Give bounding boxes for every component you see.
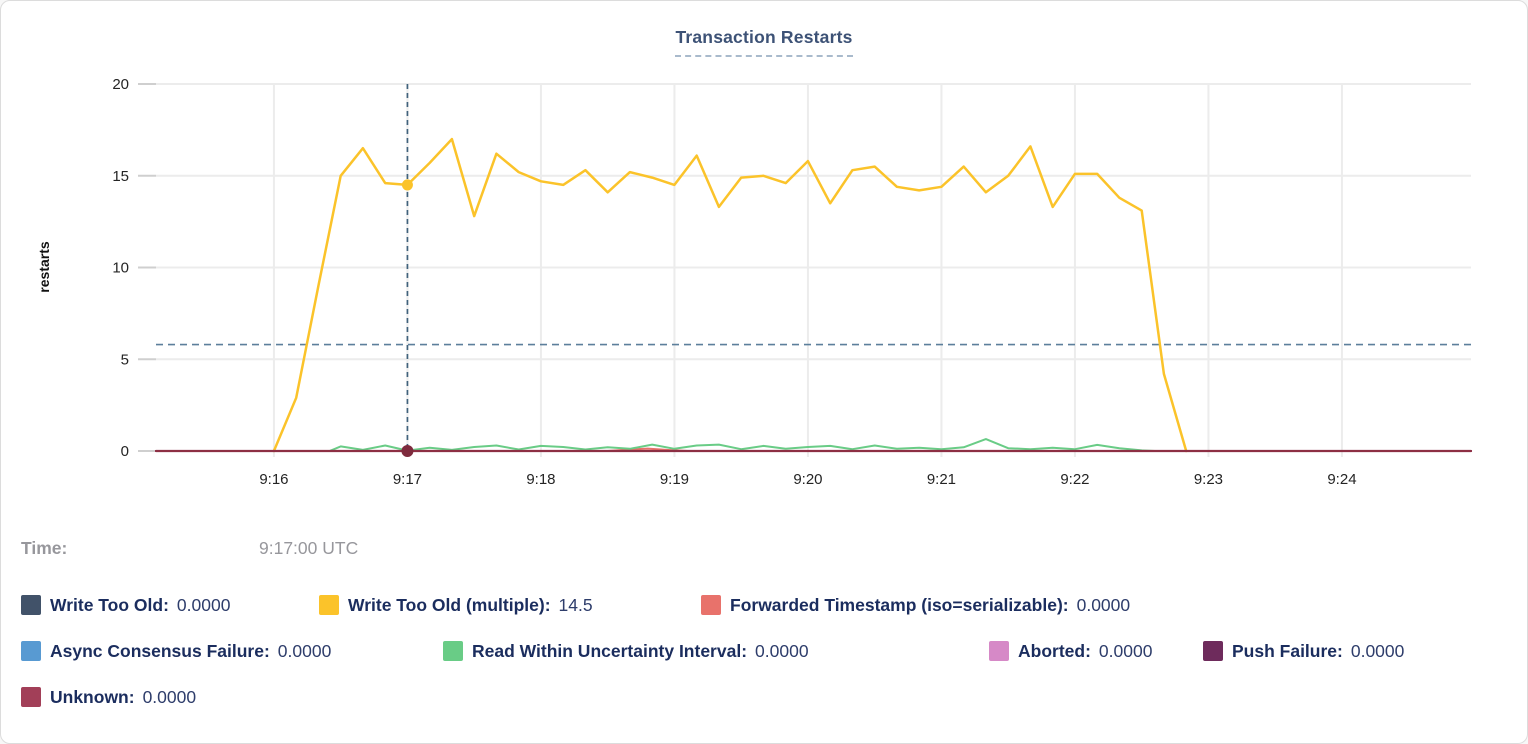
legend-item-forwarded-timestamp-iso-serializable-: Forwarded Timestamp (iso=serializable): 0… [701,595,1130,616]
tooltip-time-row: Time: 9:17:00 UTC [21,538,1501,559]
x-tick-label: 9:22 [1060,471,1089,488]
chart-header: Transaction Restarts [1,27,1527,57]
legend-swatch [701,595,721,615]
legend-label: Push Failure: [1232,640,1343,661]
legend-value: 0.0000 [176,594,231,615]
x-tick-label: 9:16 [259,471,288,488]
legend-label: Forwarded Timestamp (iso=serializable): [730,594,1069,615]
legend-item-read-within-uncertainty-interval: Read Within Uncertainty Interval: 0.0000 [443,641,989,662]
y-axis-title: restarts [36,241,52,293]
legend-item-aborted: Aborted: 0.0000 [989,641,1203,662]
tooltip-time-label: Time: [21,538,68,558]
legend-item-write-too-old: Write Too Old: 0.0000 [21,595,319,616]
legend-swatch [319,595,339,615]
x-tick-label: 9:21 [927,471,956,488]
legend-item-unknown: Unknown: 0.0000 [21,687,196,708]
legend-swatch [21,641,41,661]
x-tick-label: 9:18 [526,471,555,488]
x-tick-label: 9:24 [1327,471,1356,488]
series-line-read-within-uncertainty-interval [328,438,1156,452]
legend-label: Unknown: [50,686,135,707]
x-tick-label: 9:17 [393,471,422,488]
legend-swatch [989,641,1009,661]
x-tick-label: 9:19 [660,471,689,488]
y-tick-label: 0 [121,443,129,460]
x-tick-label: 9:20 [793,471,822,488]
legend-label: Write Too Old: [50,594,169,615]
legend-row-2: Async Consensus Failure: 0.0000 Read Withi… [21,638,1511,664]
legend-value: 0.0000 [1076,594,1131,615]
legend-value: 0.0000 [1350,640,1405,661]
legend-item-push-failure: Push Failure: 0.0000 [1203,641,1404,662]
legend-label: Write Too Old (multiple): [348,594,551,615]
transaction-restarts-chart[interactable]: 0 5 10 15 20 9:16 9:17 9:18 9:19 9:20 9:21 9:22 9:23… [1,1,1528,517]
hover-dot-write-too-old-multiple- [401,179,413,191]
legend-swatch [21,595,41,615]
y-tick-label: 10 [112,260,129,277]
legend-value: 0.0000 [755,640,809,661]
legend-value: 14.5 [558,594,593,615]
hover-dot-unknown [401,445,414,457]
legend-item-write-too-old-multiple-: Write Too Old (multiple): 14.5 [319,595,701,616]
y-tick-label: 15 [112,168,129,185]
legend-swatch [21,687,41,707]
legend-row-3: Unknown: 0.0000 [21,684,1511,710]
chart-title[interactable]: Transaction Restarts [675,27,853,57]
series-line-write-too-old-multiple- [272,137,1188,453]
legend-swatch [443,641,463,661]
legend-label: Async Consensus Failure: [50,640,270,661]
x-tick-label: 9:23 [1194,471,1223,488]
y-tick-label: 5 [121,351,129,368]
legend-value: 0.0000 [1098,640,1153,661]
legend-value: 0.0000 [277,640,332,661]
legend-item-async-consensus-failure: Async Consensus Failure: 0.0000 [21,641,443,662]
legend-label: Read Within Uncertainty Interval: [472,640,748,661]
legend-label: Aborted: [1018,640,1091,661]
legend-swatch [1203,641,1223,661]
legend-value: 0.0000 [142,686,197,707]
y-tick-label: 20 [112,76,129,93]
legend-row-1: Write Too Old: 0.0000 Write Too Old (multi… [21,592,1511,618]
tooltip-time-value: 9:17:00 UTC [259,538,359,558]
